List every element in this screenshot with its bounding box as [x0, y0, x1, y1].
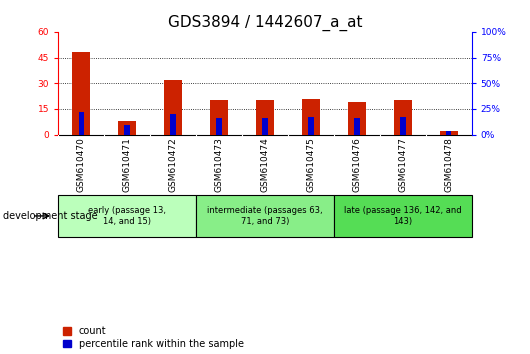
Bar	[118, 121, 136, 135]
Text: development stage: development stage	[3, 211, 98, 221]
Text: GSM610475: GSM610475	[306, 137, 315, 193]
Bar	[334, 195, 472, 237]
Bar	[256, 100, 274, 135]
Bar	[125, 125, 130, 135]
Bar	[394, 100, 412, 135]
Bar	[446, 131, 452, 135]
Text: GSM610474: GSM610474	[261, 137, 269, 192]
Bar	[400, 117, 405, 135]
Bar	[216, 118, 222, 135]
Bar	[170, 114, 176, 135]
Text: GSM610471: GSM610471	[123, 137, 131, 193]
Text: early (passage 13,
14, and 15): early (passage 13, 14, and 15)	[88, 206, 166, 225]
Bar	[58, 195, 196, 237]
Text: GSM610478: GSM610478	[444, 137, 453, 193]
Bar	[354, 118, 360, 135]
Text: GSM610472: GSM610472	[169, 137, 178, 192]
Text: GSM610477: GSM610477	[399, 137, 407, 193]
Text: GSM610476: GSM610476	[352, 137, 361, 193]
Bar	[348, 102, 366, 135]
Bar	[164, 80, 182, 135]
Bar	[196, 195, 334, 237]
Bar	[302, 98, 320, 135]
Text: GSM610473: GSM610473	[215, 137, 224, 193]
Text: late (passage 136, 142, and
143): late (passage 136, 142, and 143)	[344, 206, 462, 225]
Text: GSM610470: GSM610470	[77, 137, 86, 193]
Bar	[210, 100, 228, 135]
Bar	[78, 112, 84, 135]
Bar	[72, 52, 91, 135]
Legend: count, percentile rank within the sample: count, percentile rank within the sample	[63, 326, 244, 349]
Title: GDS3894 / 1442607_a_at: GDS3894 / 1442607_a_at	[168, 14, 362, 30]
Bar	[262, 118, 268, 135]
Text: intermediate (passages 63,
71, and 73): intermediate (passages 63, 71, and 73)	[207, 206, 323, 225]
Bar	[308, 117, 314, 135]
Bar	[439, 131, 458, 135]
